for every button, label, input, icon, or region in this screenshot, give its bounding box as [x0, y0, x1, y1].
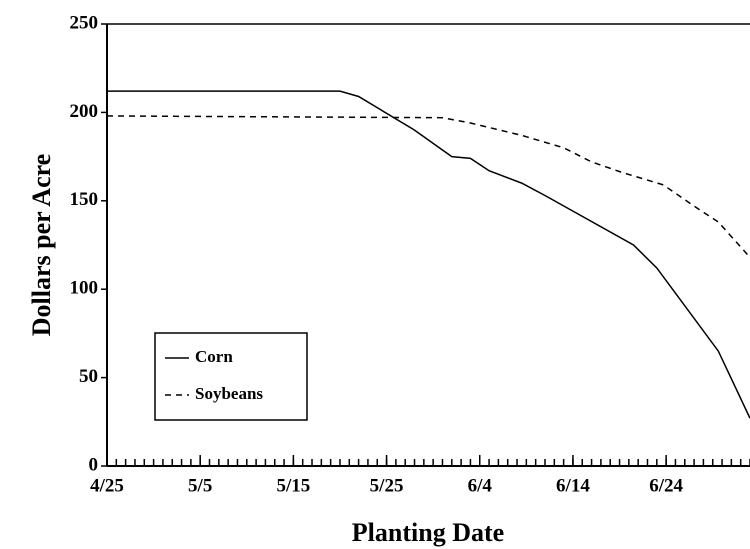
legend-label: Soybeans — [195, 384, 263, 403]
legend-label: Corn — [195, 347, 233, 366]
y-tick-label: 200 — [70, 101, 99, 122]
legend-box — [154, 332, 308, 421]
y-tick-label: 50 — [79, 366, 98, 387]
y-tick-label: 250 — [70, 12, 99, 33]
x-tick-label: 6/4 — [468, 475, 493, 496]
x-axis-label: Planting Date — [352, 518, 504, 547]
y-tick-label: 0 — [89, 454, 99, 475]
y-tick-label: 100 — [70, 278, 99, 299]
x-tick-label: 6/24 — [649, 475, 683, 496]
y-axis-label: Dollars per Acre — [27, 154, 56, 336]
series-line — [106, 115, 750, 258]
x-tick-label: 5/15 — [276, 475, 310, 496]
x-tick-label: 4/25 — [90, 475, 124, 496]
x-tick-label: 5/25 — [370, 475, 404, 496]
x-tick-label: 6/14 — [556, 475, 590, 496]
y-tick-label: 150 — [70, 189, 99, 210]
series-line — [107, 90, 750, 419]
x-tick-label: 5/5 — [188, 475, 212, 496]
